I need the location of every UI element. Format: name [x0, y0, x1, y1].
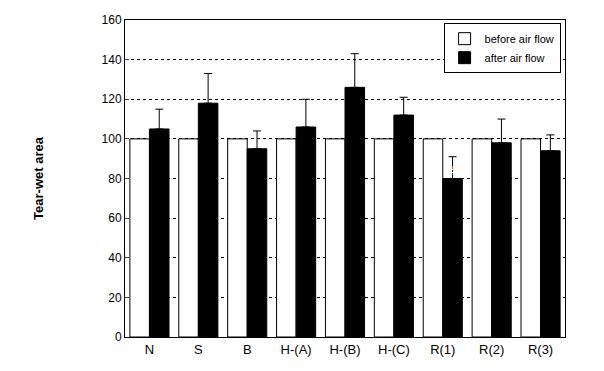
svg-text:H-(B): H-(B)	[329, 342, 360, 357]
svg-text:80: 80	[108, 172, 122, 186]
svg-text:N: N	[145, 342, 154, 357]
svg-text:B: B	[243, 342, 252, 357]
svg-text:R(3): R(3)	[528, 342, 553, 357]
svg-text:H-(A): H-(A)	[281, 342, 312, 357]
svg-text:Tear-wet area: Tear-wet area	[31, 136, 46, 220]
svg-text:R(2): R(2)	[479, 342, 504, 357]
svg-text:H-(C): H-(C)	[378, 342, 410, 357]
svg-text:20: 20	[108, 291, 122, 305]
svg-text:#: #	[449, 163, 457, 178]
svg-text:after air flow: after air flow	[485, 52, 545, 64]
svg-text:R(1): R(1)	[430, 342, 455, 357]
svg-text:40: 40	[108, 251, 122, 265]
svg-text:120: 120	[102, 92, 122, 106]
svg-text:S: S	[194, 342, 203, 357]
svg-text:before air flow: before air flow	[485, 33, 554, 45]
svg-text:140: 140	[102, 53, 122, 67]
svg-text:160: 160	[102, 13, 122, 27]
svg-text:100: 100	[102, 132, 122, 146]
svg-text:60: 60	[108, 211, 122, 225]
svg-text:0: 0	[115, 330, 122, 344]
